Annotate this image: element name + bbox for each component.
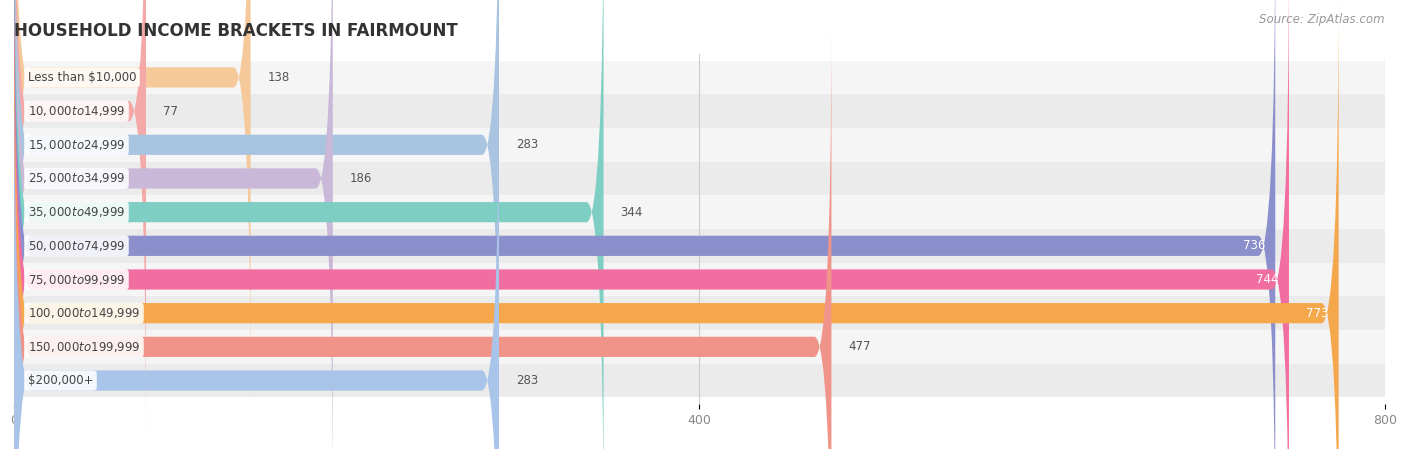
Text: $25,000 to $34,999: $25,000 to $34,999 — [28, 172, 125, 185]
Text: 138: 138 — [267, 71, 290, 84]
Text: 283: 283 — [516, 374, 538, 387]
Text: 186: 186 — [350, 172, 373, 185]
FancyBboxPatch shape — [14, 0, 1275, 449]
FancyBboxPatch shape — [14, 0, 603, 449]
Text: $10,000 to $14,999: $10,000 to $14,999 — [28, 104, 125, 118]
Text: 744: 744 — [1256, 273, 1278, 286]
Text: Less than $10,000: Less than $10,000 — [28, 71, 136, 84]
Bar — [14, 162, 1385, 195]
FancyBboxPatch shape — [14, 20, 831, 449]
FancyBboxPatch shape — [14, 0, 1339, 449]
Text: $200,000+: $200,000+ — [28, 374, 93, 387]
Bar — [14, 296, 1385, 330]
Bar — [14, 195, 1385, 229]
FancyBboxPatch shape — [14, 0, 146, 438]
FancyBboxPatch shape — [14, 54, 499, 449]
Text: 477: 477 — [849, 340, 872, 353]
FancyBboxPatch shape — [14, 0, 1289, 449]
Bar — [14, 128, 1385, 162]
FancyBboxPatch shape — [14, 0, 333, 449]
Text: $75,000 to $99,999: $75,000 to $99,999 — [28, 273, 125, 286]
Text: HOUSEHOLD INCOME BRACKETS IN FAIRMOUNT: HOUSEHOLD INCOME BRACKETS IN FAIRMOUNT — [14, 22, 458, 40]
Text: 736: 736 — [1243, 239, 1265, 252]
Text: $150,000 to $199,999: $150,000 to $199,999 — [28, 340, 141, 354]
Bar — [14, 61, 1385, 94]
Text: 344: 344 — [620, 206, 643, 219]
FancyBboxPatch shape — [14, 0, 250, 404]
Text: 283: 283 — [516, 138, 538, 151]
Text: $100,000 to $149,999: $100,000 to $149,999 — [28, 306, 141, 320]
Bar — [14, 364, 1385, 397]
Text: $15,000 to $24,999: $15,000 to $24,999 — [28, 138, 125, 152]
Text: $35,000 to $49,999: $35,000 to $49,999 — [28, 205, 125, 219]
Bar — [14, 330, 1385, 364]
Bar — [14, 229, 1385, 263]
Text: Source: ZipAtlas.com: Source: ZipAtlas.com — [1260, 13, 1385, 26]
Bar — [14, 94, 1385, 128]
FancyBboxPatch shape — [14, 0, 499, 449]
Text: $50,000 to $74,999: $50,000 to $74,999 — [28, 239, 125, 253]
Text: 773: 773 — [1306, 307, 1329, 320]
Bar — [14, 263, 1385, 296]
Text: 77: 77 — [163, 105, 179, 118]
